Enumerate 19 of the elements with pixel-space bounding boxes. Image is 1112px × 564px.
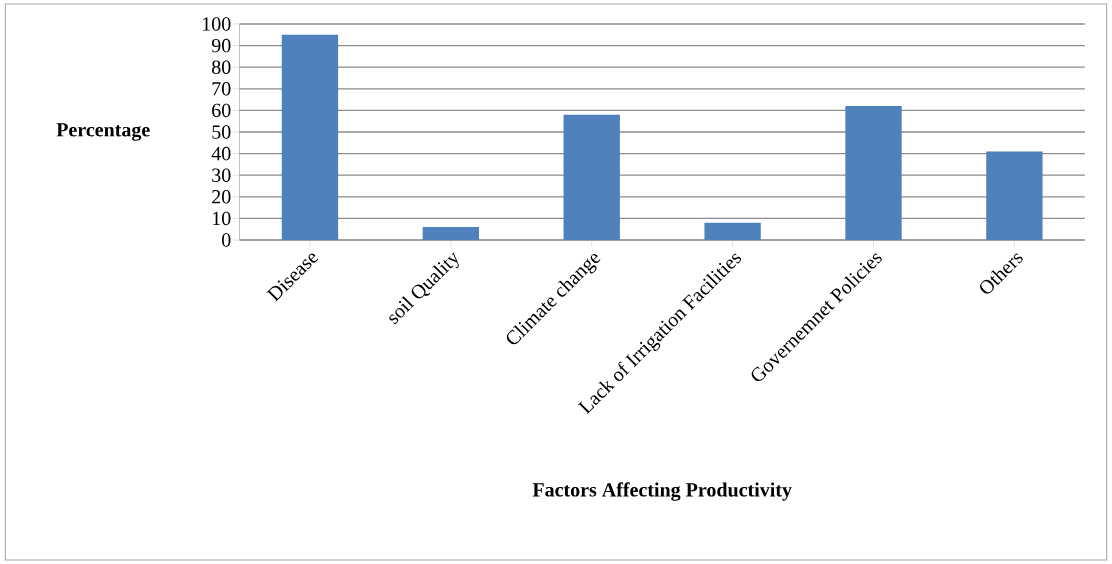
y-tick-label: 70 <box>212 82 231 96</box>
y-tick-label: 90 <box>211 38 231 53</box>
y-tick-label: 30 <box>212 168 231 182</box>
y-tick-label: 10 <box>213 211 231 226</box>
bar <box>281 34 339 240</box>
y-tick-label: 0 <box>222 233 231 247</box>
y-tick-label: 20 <box>212 190 231 204</box>
x-axis-title: Factors Affecting Productivity <box>532 482 792 501</box>
bar <box>422 227 480 240</box>
y-tick-label: 60 <box>212 103 231 118</box>
bar <box>704 222 761 240</box>
y-tick-label: 40 <box>211 146 231 161</box>
bar <box>986 151 1043 240</box>
y-tick-label: 100 <box>203 17 231 31</box>
bar <box>845 106 902 240</box>
y-axis-title: Percentage <box>56 123 150 141</box>
y-tick-label: 50 <box>212 125 231 139</box>
bar <box>563 114 620 240</box>
y-tick-label: 80 <box>212 60 231 74</box>
